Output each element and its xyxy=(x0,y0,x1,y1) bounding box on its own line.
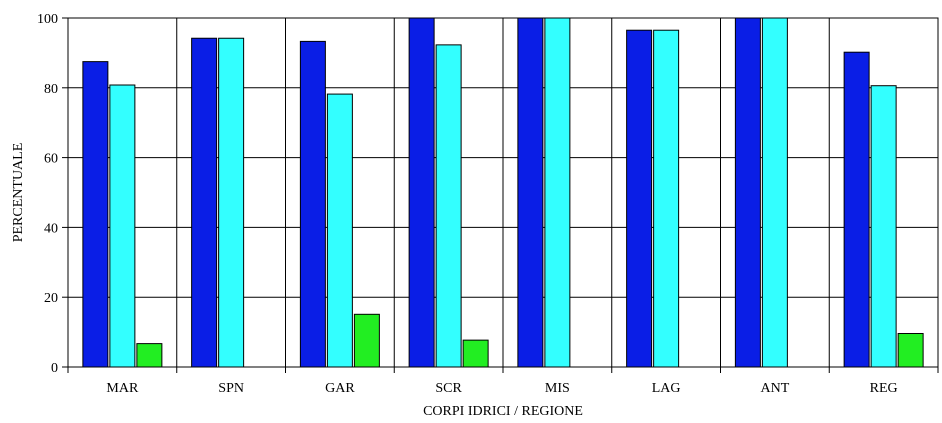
bar-scr-series-3 xyxy=(462,339,489,368)
bar-lag-series-1 xyxy=(626,29,653,368)
bar-mar-series-2 xyxy=(109,84,136,368)
bar-mar-series-3 xyxy=(136,343,163,368)
y-tick-label: 20 xyxy=(44,291,58,306)
plot-frame xyxy=(67,17,939,368)
axes xyxy=(62,17,939,373)
bar-scr-series-1 xyxy=(408,17,435,368)
bar-spn-series-1 xyxy=(191,37,218,368)
x-tick-label: GAR xyxy=(325,381,355,396)
bar-mar-series-1 xyxy=(82,61,109,368)
y-tick-label: 60 xyxy=(44,152,58,167)
bar-lag-series-2 xyxy=(653,29,680,368)
x-tick-label: SCR xyxy=(435,381,462,396)
bar-ant-series-2 xyxy=(761,17,788,368)
x-tick-label: MIS xyxy=(545,381,570,396)
bar-reg-series-3 xyxy=(897,332,924,368)
y-tick-label: 100 xyxy=(37,12,58,27)
bar-gar-series-1 xyxy=(299,40,326,368)
bar-gar-series-3 xyxy=(353,313,380,368)
x-tick-label: MAR xyxy=(106,381,139,396)
x-tick-label: REG xyxy=(870,381,898,396)
x-tick-label: ANT xyxy=(760,381,789,396)
y-axis-title: PERCENTUALE xyxy=(11,143,26,243)
bar-gar-series-2 xyxy=(326,93,353,368)
bar-mis-series-2 xyxy=(544,17,571,368)
tick-labels: 0 20 40 60 80 100 MAR SPN GAR SCR MIS LAG ANT REG xyxy=(37,12,898,396)
bar-spn-series-2 xyxy=(218,37,245,368)
x-tick-label: LAG xyxy=(652,381,681,396)
y-tick-label: 40 xyxy=(44,221,58,236)
bar-reg-series-2 xyxy=(870,85,897,368)
y-tick-label: 80 xyxy=(44,82,58,97)
x-axis-title: CORPI IDRICI / REGIONE xyxy=(423,404,583,419)
y-tick-label: 0 xyxy=(51,361,58,376)
bar-mis-series-1 xyxy=(517,17,544,368)
x-tick-label: SPN xyxy=(218,381,244,396)
bar-reg-series-1 xyxy=(843,51,870,368)
bar-scr-series-2 xyxy=(435,44,462,368)
bar-ant-series-1 xyxy=(734,17,761,368)
bars xyxy=(82,17,924,368)
